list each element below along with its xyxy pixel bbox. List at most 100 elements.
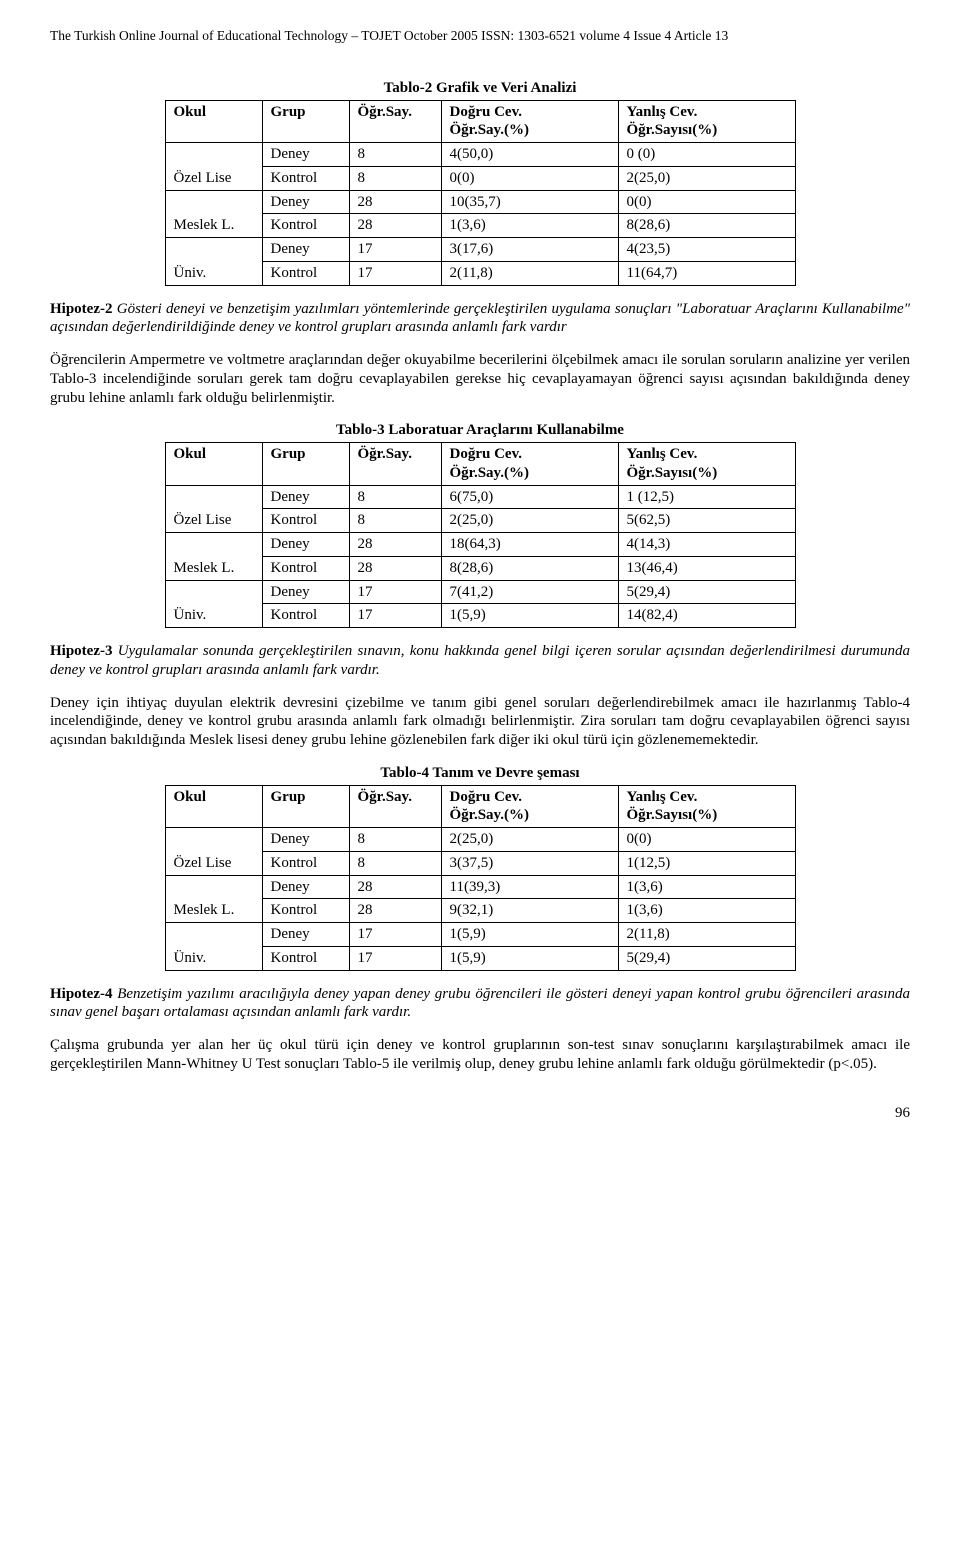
yanlis-cell: 5(29,4)	[618, 580, 795, 604]
hypo2-lead: Hipotez-2	[50, 301, 112, 317]
th-grup: Grup	[262, 785, 349, 828]
dogru-cell: 11(39,3)	[441, 875, 618, 899]
grup-cell: Kontrol	[262, 604, 349, 628]
hypo4-text: Benzetişim yazılımı aracılığıyla deney y…	[50, 986, 910, 1021]
th-yanlis-l1: Yanlış Cev.	[627, 789, 698, 805]
hypothesis-3: Hipotez-3 Uygulamalar sonunda gerçekleşt…	[50, 642, 910, 680]
hypo3-lead: Hipotez-3	[50, 643, 112, 659]
table-row: Özel Lise Deney 8 6(75,0) 1 (12,5)	[165, 485, 795, 509]
dogru-cell: 0(0)	[441, 166, 618, 190]
okul-cell: Özel Lise	[165, 485, 262, 533]
yanlis-cell: 0(0)	[618, 828, 795, 852]
table2: Okul Grup Öğr.Say. Doğru Cev. Öğr.Say.(%…	[165, 100, 796, 286]
table-row: Üniv. Deney 17 3(17,6) 4(23,5)	[165, 238, 795, 262]
grup-cell: Kontrol	[262, 899, 349, 923]
say-cell: 28	[349, 190, 441, 214]
yanlis-cell: 1 (12,5)	[618, 485, 795, 509]
dogru-cell: 2(25,0)	[441, 828, 618, 852]
say-cell: 8	[349, 485, 441, 509]
table-header-row: Okul Grup Öğr.Say. Doğru Cev. Öğr.Say.(%…	[165, 443, 795, 486]
dogru-cell: 3(37,5)	[441, 851, 618, 875]
table4: Okul Grup Öğr.Say. Doğru Cev. Öğr.Say.(%…	[165, 785, 796, 971]
th-yanlis-l2: Öğr.Sayısı(%)	[627, 465, 718, 481]
th-dogru-l1: Doğru Cev.	[450, 104, 523, 120]
dogru-cell: 1(5,9)	[441, 923, 618, 947]
dogru-cell: 2(25,0)	[441, 509, 618, 533]
th-yanlis: Yanlış Cev. Öğr.Sayısı(%)	[618, 100, 795, 143]
grup-cell: Deney	[262, 580, 349, 604]
dogru-cell: 4(50,0)	[441, 143, 618, 167]
th-grup: Grup	[262, 443, 349, 486]
okul-cell: Üniv.	[165, 238, 262, 286]
th-grup: Grup	[262, 100, 349, 143]
okul-cell: Meslek L.	[165, 875, 262, 923]
grup-cell: Deney	[262, 143, 349, 167]
say-cell: 28	[349, 875, 441, 899]
paragraph-after-h4: Çalışma grubunda yer alan her üç okul tü…	[50, 1036, 910, 1074]
yanlis-cell: 8(28,6)	[618, 214, 795, 238]
table-row: Özel Lise Deney 8 4(50,0) 0 (0)	[165, 143, 795, 167]
grup-cell: Deney	[262, 828, 349, 852]
table2-title: Tablo-2 Grafik ve Veri Analizi	[50, 79, 910, 98]
grup-cell: Kontrol	[262, 946, 349, 970]
th-yanlis-l2: Öğr.Sayısı(%)	[627, 807, 718, 823]
yanlis-cell: 13(46,4)	[618, 556, 795, 580]
grup-cell: Kontrol	[262, 261, 349, 285]
dogru-cell: 1(3,6)	[441, 214, 618, 238]
yanlis-cell: 5(29,4)	[618, 946, 795, 970]
th-say: Öğr.Say.	[349, 443, 441, 486]
table-row: Üniv. Deney 17 1(5,9) 2(11,8)	[165, 923, 795, 947]
yanlis-cell: 2(25,0)	[618, 166, 795, 190]
yanlis-cell: 2(11,8)	[618, 923, 795, 947]
say-cell: 28	[349, 899, 441, 923]
say-cell: 28	[349, 214, 441, 238]
th-dogru: Doğru Cev. Öğr.Say.(%)	[441, 785, 618, 828]
table3: Okul Grup Öğr.Say. Doğru Cev. Öğr.Say.(%…	[165, 442, 796, 628]
table4-title: Tablo-4 Tanım ve Devre şeması	[50, 764, 910, 783]
okul-cell: Meslek L.	[165, 533, 262, 581]
okul-cell: Üniv.	[165, 580, 262, 628]
th-yanlis: Yanlış Cev. Öğr.Sayısı(%)	[618, 443, 795, 486]
grup-cell: Deney	[262, 923, 349, 947]
hypo4-lead: Hipotez-4	[50, 986, 112, 1002]
dogru-cell: 10(35,7)	[441, 190, 618, 214]
th-yanlis-l1: Yanlış Cev.	[627, 446, 698, 462]
th-dogru-l1: Doğru Cev.	[450, 446, 523, 462]
th-okul: Okul	[165, 785, 262, 828]
th-dogru-l1: Doğru Cev.	[450, 789, 523, 805]
table3-title: Tablo-3 Laboratuar Araçlarını Kullanabil…	[50, 421, 910, 440]
th-dogru-l2: Öğr.Say.(%)	[450, 807, 529, 823]
hypo2-text: Gösteri deneyi ve benzetişim yazılımları…	[50, 301, 910, 336]
th-say: Öğr.Say.	[349, 100, 441, 143]
th-yanlis: Yanlış Cev. Öğr.Sayısı(%)	[618, 785, 795, 828]
page-number: 96	[50, 1104, 910, 1123]
th-dogru-l2: Öğr.Say.(%)	[450, 465, 529, 481]
say-cell: 8	[349, 851, 441, 875]
say-cell: 17	[349, 580, 441, 604]
th-yanlis-l2: Öğr.Sayısı(%)	[627, 122, 718, 138]
journal-header: The Turkish Online Journal of Educationa…	[50, 28, 910, 45]
grup-cell: Deney	[262, 875, 349, 899]
say-cell: 8	[349, 828, 441, 852]
say-cell: 17	[349, 604, 441, 628]
th-okul: Okul	[165, 100, 262, 143]
say-cell: 8	[349, 509, 441, 533]
yanlis-cell: 5(62,5)	[618, 509, 795, 533]
hypo3-text: Uygulamalar sonunda gerçekleştirilen sın…	[50, 643, 910, 678]
th-dogru-l2: Öğr.Say.(%)	[450, 122, 529, 138]
okul-cell: Özel Lise	[165, 143, 262, 191]
say-cell: 28	[349, 533, 441, 557]
dogru-cell: 2(11,8)	[441, 261, 618, 285]
th-yanlis-l1: Yanlış Cev.	[627, 104, 698, 120]
dogru-cell: 18(64,3)	[441, 533, 618, 557]
dogru-cell: 1(5,9)	[441, 604, 618, 628]
grup-cell: Kontrol	[262, 166, 349, 190]
say-cell: 17	[349, 946, 441, 970]
yanlis-cell: 4(14,3)	[618, 533, 795, 557]
hypothesis-2: Hipotez-2 Gösteri deneyi ve benzetişim y…	[50, 300, 910, 338]
table-row: Meslek L. Deney 28 11(39,3) 1(3,6)	[165, 875, 795, 899]
th-okul: Okul	[165, 443, 262, 486]
yanlis-cell: 1(12,5)	[618, 851, 795, 875]
table-row: Üniv. Deney 17 7(41,2) 5(29,4)	[165, 580, 795, 604]
yanlis-cell: 0 (0)	[618, 143, 795, 167]
